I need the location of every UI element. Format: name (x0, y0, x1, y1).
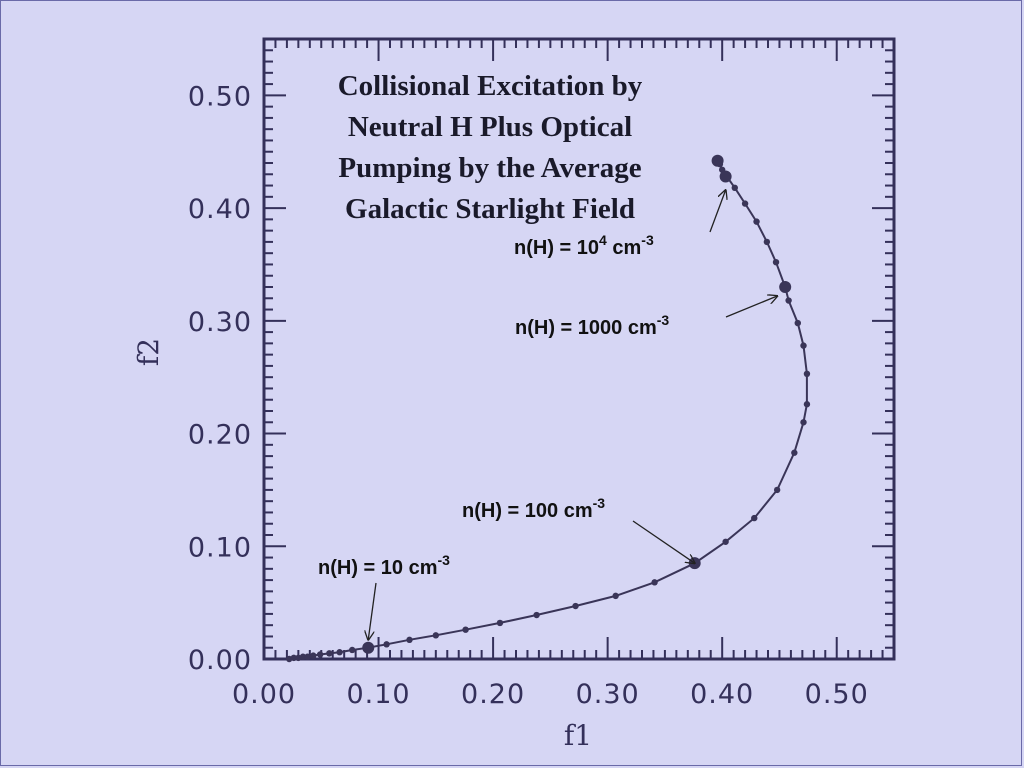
annotation-arrow (632, 520, 695, 563)
title-line: Pumping by the Average (338, 152, 641, 184)
highlighted-point (779, 281, 792, 293)
title-line: Galactic Starlight Field (345, 193, 635, 225)
x-tick-label: 0.50 (805, 679, 869, 710)
data-point (406, 636, 413, 644)
data-point (316, 651, 324, 658)
annotation-sup2: -3 (641, 232, 654, 248)
plot-border (262, 37, 896, 661)
y-axis-label: f2 (132, 338, 165, 366)
ticks (263, 38, 895, 660)
data-point (803, 370, 811, 377)
annotation-text: n(H) = 10 (514, 237, 599, 259)
y-tick-label: 0.10 (188, 532, 252, 563)
annotation-label: n(H) = 104 cm-3 (514, 232, 654, 259)
x-tick-label: 0.10 (346, 679, 410, 710)
highlighted-point (362, 641, 375, 654)
tick-labels: 0.00 0.10 0.20 0.30 0.40 0.50 0.00 0.10 0.20 0.30… (188, 81, 869, 710)
data-point (800, 342, 807, 349)
x-tick-label: 0.30 (576, 679, 640, 710)
annotation-sup: 4 (599, 232, 607, 248)
data-point (803, 401, 811, 408)
x-tick-label: 0.20 (461, 679, 525, 710)
annotation-sup: -3 (593, 495, 606, 511)
data-point (731, 184, 738, 191)
annotation-text: n(H) = 100 cm (462, 500, 593, 522)
data-point (753, 218, 760, 225)
data-point (310, 652, 317, 659)
x-tick-label: 0.40 (690, 679, 754, 710)
annotation-arrow (368, 582, 377, 640)
data-point (462, 626, 469, 633)
data-point (533, 611, 540, 619)
annotations: n(H) = 10 cm-3n(H) = 100 cm-3n(H) = 1000… (318, 190, 777, 640)
data-point (722, 538, 729, 545)
data-point (791, 449, 798, 456)
annotation-tail: cm (607, 237, 641, 259)
title-line: Neutral H Plus Optical (348, 111, 632, 143)
annotation-label: n(H) = 100 cm-3 (462, 495, 605, 522)
y-tick-label: 0.30 (188, 307, 252, 338)
highlighted-point (719, 170, 732, 183)
y-tick-label: 0.00 (188, 645, 252, 676)
data-point (432, 632, 440, 639)
annotation-sup: -3 (437, 552, 450, 568)
data-point (304, 653, 311, 660)
series-line (288, 160, 808, 660)
y-tick-label: 0.50 (188, 81, 252, 112)
annotation-label: n(H) = 1000 cm-3 (515, 312, 669, 339)
highlighted-point (711, 154, 724, 167)
x-axis-label: f1 (564, 719, 592, 752)
data-point (349, 646, 356, 654)
data-point (612, 592, 619, 600)
y-tick-label: 0.40 (188, 194, 252, 225)
annotation-arrow (709, 190, 726, 233)
data-point (741, 200, 749, 207)
data-point (772, 259, 780, 266)
data-point (794, 319, 801, 327)
series-curve (286, 154, 811, 663)
data-point (383, 641, 390, 648)
chart-title: Collisional Excitation by Neutral H Plus … (338, 70, 643, 225)
data-point (751, 514, 758, 522)
title-line: Collisional Excitation by (338, 70, 643, 102)
data-point (651, 579, 658, 586)
data-point (299, 653, 307, 660)
data-point (496, 619, 504, 627)
data-point (800, 419, 807, 426)
annotation-text: n(H) = 1000 cm (515, 317, 657, 339)
data-point (763, 238, 771, 246)
data-point (572, 602, 579, 610)
y-tick-label: 0.20 (188, 420, 252, 451)
data-point (785, 297, 792, 304)
x-tick-label: 0.00 (232, 679, 296, 710)
data-point (336, 649, 343, 656)
data-point (326, 650, 333, 657)
data-point (290, 654, 297, 662)
data-point (773, 486, 781, 494)
annotation-arrow (725, 296, 777, 318)
annotation-text: n(H) = 10 cm (318, 557, 437, 579)
annotation-label: n(H) = 10 cm-3 (318, 552, 450, 579)
annotation-sup: -3 (657, 312, 670, 328)
